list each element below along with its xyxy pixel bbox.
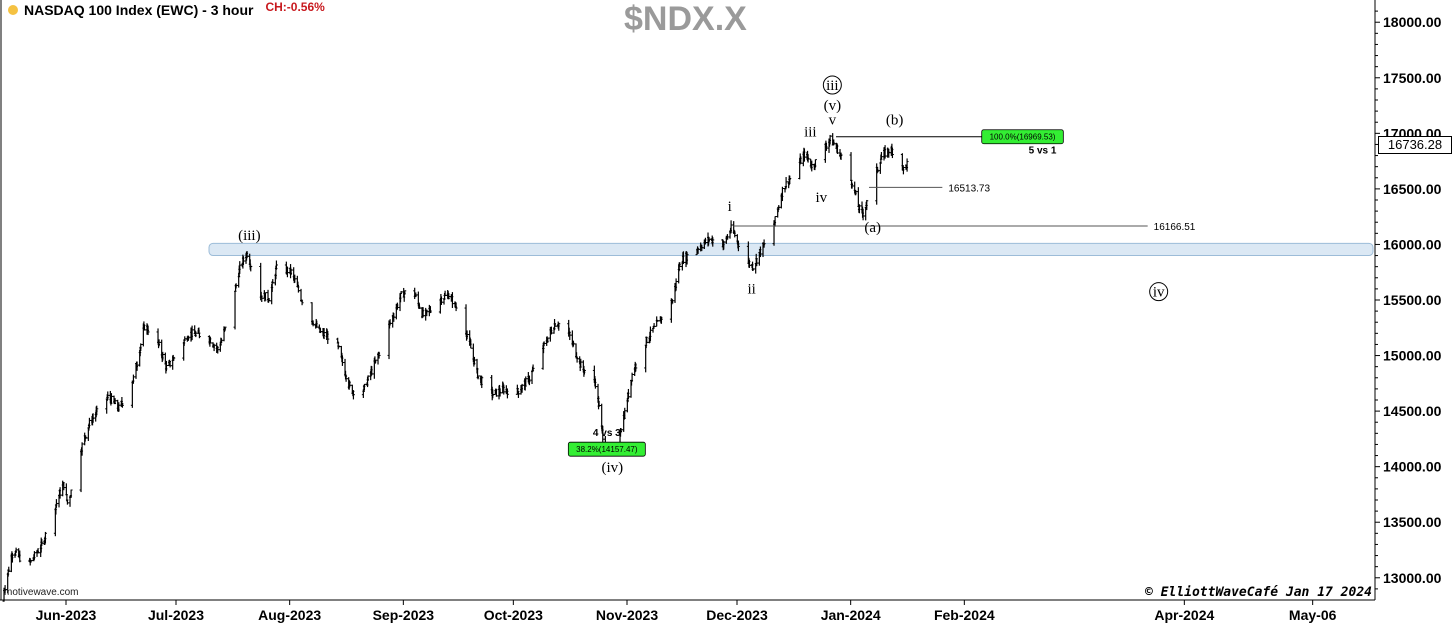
chart-title: NASDAQ 100 Index (EWC) - 3 hour bbox=[24, 2, 254, 18]
wave-circled-label: iii bbox=[826, 78, 839, 94]
x-tick-label: Feb-2024 bbox=[934, 607, 995, 623]
wave-label: i bbox=[728, 199, 732, 215]
x-tick-label: Nov-2023 bbox=[596, 607, 658, 623]
y-tick-label: 15000.00 bbox=[1383, 348, 1442, 364]
y-tick-label: 17500.00 bbox=[1383, 70, 1442, 86]
wave-circle bbox=[822, 75, 842, 95]
x-tick-label: Dec-2023 bbox=[706, 607, 768, 623]
y-tick-label: 15500.00 bbox=[1383, 292, 1442, 308]
symbol-watermark: $NDX.X bbox=[624, 0, 747, 38]
status-dot-icon bbox=[8, 5, 18, 15]
wave-label: ii bbox=[747, 281, 755, 297]
wave-label: (a) bbox=[864, 220, 881, 236]
y-tick-label: 13000.00 bbox=[1383, 570, 1442, 586]
wave-label: iii bbox=[804, 125, 817, 141]
x-tick-label: Jun-2023 bbox=[36, 607, 97, 623]
wave-circled-label: iv bbox=[1153, 285, 1165, 301]
change-percent: CH:-0.56% bbox=[265, 0, 325, 14]
y-tick-label: 13500.00 bbox=[1383, 514, 1442, 530]
level-label: 16166.51 bbox=[1154, 222, 1196, 233]
wave-label: v bbox=[829, 112, 837, 128]
x-tick-label: May-06 bbox=[1289, 607, 1337, 623]
wave-label: (iii) bbox=[238, 228, 261, 244]
x-tick-label: Aug-2023 bbox=[258, 607, 321, 623]
last-price-tag: 16736.28 bbox=[1378, 136, 1452, 154]
x-tick-label: Oct-2023 bbox=[484, 607, 543, 623]
fib-level-label: 100.0%(16969.53) bbox=[990, 133, 1056, 142]
chart-title-bar: NASDAQ 100 Index (EWC) - 3 hour CH:-0.56… bbox=[8, 0, 325, 18]
x-tick-label: Apr-2024 bbox=[1154, 607, 1214, 623]
fib-level-note: 4 vs 3 bbox=[593, 428, 621, 439]
wave-label: (iv) bbox=[601, 460, 623, 476]
y-tick-label: 18000.00 bbox=[1383, 14, 1442, 30]
fib-level-note: 5 vs 1 bbox=[1029, 146, 1057, 157]
level-label: 16513.73 bbox=[948, 183, 990, 194]
x-tick-label: Sep-2023 bbox=[373, 607, 435, 623]
x-tick-label: Jan-2024 bbox=[821, 607, 881, 623]
fib-level-box bbox=[567, 441, 646, 457]
y-tick-label: 16500.00 bbox=[1383, 181, 1442, 197]
x-tick-label: Jul-2023 bbox=[148, 607, 204, 623]
y-tick-label: 16000.00 bbox=[1383, 236, 1442, 252]
resistance-zone bbox=[208, 242, 1374, 257]
wave-label: (b) bbox=[886, 112, 904, 128]
fib-level-label: 38.2%(14157.47) bbox=[576, 445, 638, 454]
credit-watermark: © ElliottWaveCafé Jan 17 2024 bbox=[1145, 585, 1372, 600]
wave-label: (v) bbox=[824, 98, 842, 114]
y-tick-label: 14000.00 bbox=[1383, 459, 1442, 475]
y-tick-label: 14500.00 bbox=[1383, 403, 1442, 419]
source-watermark: motivewave.com bbox=[4, 587, 79, 598]
wave-circle bbox=[1149, 282, 1169, 302]
wave-label: iv bbox=[815, 190, 827, 206]
fib-level-box bbox=[981, 129, 1064, 145]
